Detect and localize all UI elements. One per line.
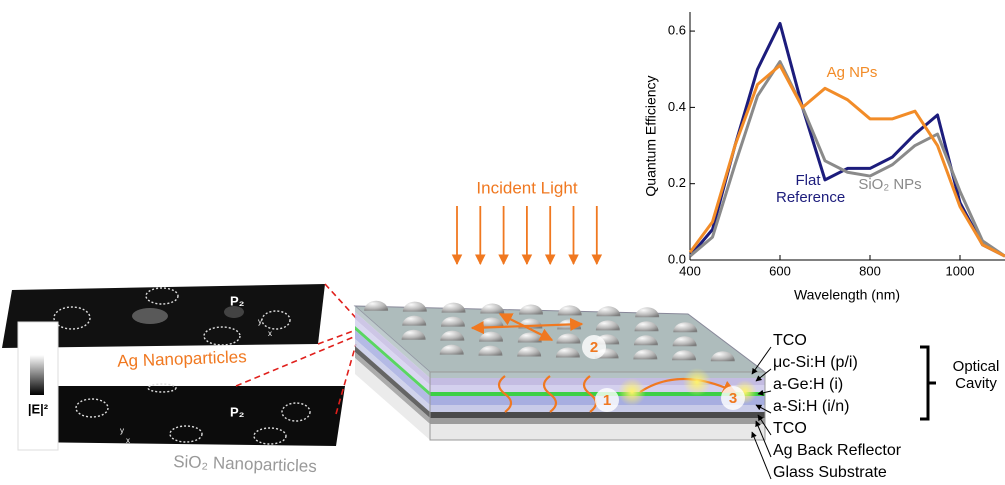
layer-labels: TCO μc-Si:H (p/i) a-Ge:H (i) a-Si:H (i/n) TC…	[752, 332, 902, 481]
light-rays	[457, 206, 597, 264]
series-label: Ag NPs	[812, 64, 892, 81]
front-layer	[430, 424, 765, 440]
decoration	[618, 378, 646, 406]
layer-label: TCO	[773, 420, 807, 437]
colorbar	[30, 355, 44, 395]
incident-light-label: Incident Light	[476, 178, 577, 197]
x-axis-label: Wavelength (nm)	[794, 287, 900, 303]
map-axis-label: x	[126, 436, 130, 445]
x-tick-label: 800	[859, 263, 881, 278]
series-label: Flat Reference	[776, 172, 840, 207]
sio2-field-map	[22, 386, 345, 446]
nanoparticle	[635, 307, 659, 317]
decoration	[318, 330, 356, 344]
nanoparticle	[596, 306, 620, 316]
x-tick-label: 1000	[946, 263, 975, 278]
nanoparticle	[480, 304, 504, 314]
front-layer	[430, 372, 765, 378]
colorbar-label: |E|²	[28, 401, 49, 416]
cavity-label: Optical Cavity	[947, 358, 1005, 393]
map-marker: P₂	[230, 404, 245, 419]
qe-chart: Quantum Efficiency Wavelength (nm) 0.00.…	[643, 12, 1005, 303]
map-axis-label: x	[268, 329, 272, 338]
y-tick-label: 0.2	[668, 175, 686, 190]
layer-label: Ag Back Reflector	[773, 442, 902, 459]
decoration	[325, 284, 356, 318]
x-tick-label: 400	[679, 263, 701, 278]
field-maps: P₂ P₂ y x y x |E|² Ag Nanoparticles SiO₂…	[2, 284, 345, 476]
mechanism-number: 2	[590, 339, 598, 356]
x-tick-label: 600	[769, 263, 791, 278]
map-axis-label: y	[120, 426, 124, 435]
cavity-bracket	[920, 347, 936, 419]
front-layer	[430, 385, 765, 392]
nanoparticle	[519, 304, 543, 314]
nanoparticle	[558, 305, 582, 315]
y-tick-label: 0.6	[668, 23, 686, 38]
layer-label: TCO	[773, 332, 807, 349]
map-marker: P₂	[230, 293, 245, 308]
layer-label: μc-Si:H (p/i)	[773, 354, 858, 371]
figure: P₂ P₂ y x y x |E|² Ag Nanoparticles SiO₂…	[0, 0, 1005, 485]
nanoparticle	[403, 302, 427, 312]
front-layer	[430, 412, 765, 418]
layer-label: a-Si:H (i/n)	[773, 398, 849, 415]
decoration	[132, 308, 168, 324]
y-axis-label: Quantum Efficiency	[643, 75, 659, 196]
mechanism-number: 3	[729, 390, 737, 407]
incident-light: Incident Light	[457, 178, 597, 264]
decoration	[336, 344, 356, 414]
series-label: SiO₂ NPs	[850, 176, 930, 193]
nanoparticle	[442, 303, 466, 313]
layer-label: a-Ge:H (i)	[773, 376, 843, 393]
decoration	[683, 368, 711, 396]
front-layer	[430, 418, 765, 424]
nanoparticle	[364, 301, 388, 311]
layer-label: Glass Substrate	[773, 464, 887, 481]
qe-line	[690, 62, 1005, 257]
map-title: Ag Nanoparticles	[117, 347, 247, 371]
map-axis-label: y	[258, 317, 262, 326]
y-tick-label: 0.4	[668, 99, 686, 114]
mechanism-number: 1	[603, 392, 611, 409]
map-title: SiO₂ Nanoparticles	[173, 452, 317, 476]
